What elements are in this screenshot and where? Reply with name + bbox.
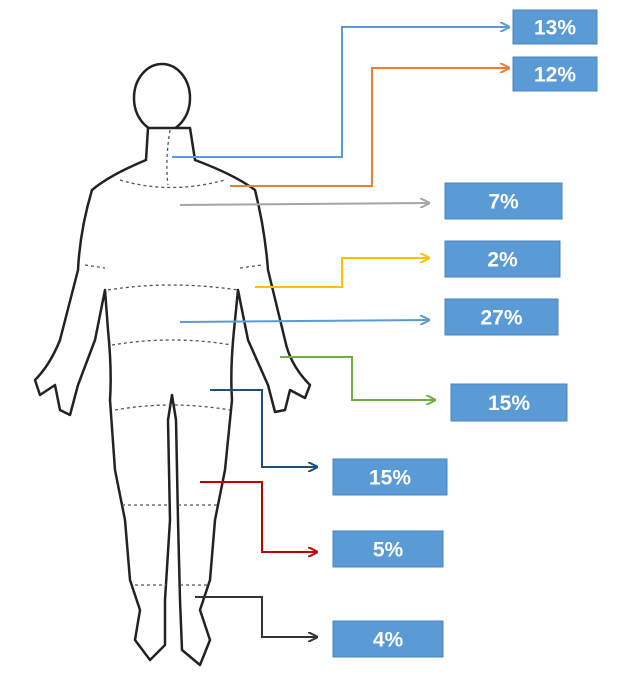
percent-box bbox=[450, 383, 568, 422]
percent-label: 15% bbox=[369, 467, 411, 490]
leader-arrow bbox=[179, 203, 428, 205]
leader-arrow bbox=[280, 356, 434, 400]
percent-label: 12% bbox=[534, 64, 576, 87]
leader-arrow bbox=[179, 320, 428, 322]
percent-label: 5% bbox=[373, 539, 404, 562]
leader-arrow bbox=[255, 258, 428, 288]
percent-box bbox=[512, 56, 598, 92]
body-outline bbox=[33, 62, 312, 667]
percent-label: 15% bbox=[488, 392, 530, 415]
leader-arrow bbox=[210, 389, 316, 467]
leader-arrow bbox=[195, 596, 316, 637]
percent-label: 27% bbox=[480, 307, 522, 330]
percent-label: 7% bbox=[488, 191, 519, 214]
percent-label: 2% bbox=[487, 249, 518, 272]
leader-arrow bbox=[200, 481, 316, 552]
leader-arrow bbox=[230, 68, 508, 187]
percent-box bbox=[332, 458, 448, 496]
percent-box bbox=[512, 9, 598, 45]
percent-box bbox=[444, 298, 559, 336]
percent-box bbox=[444, 182, 563, 220]
percent-label: 4% bbox=[373, 629, 404, 652]
percent-label: 13% bbox=[534, 17, 576, 40]
percent-box bbox=[332, 530, 444, 568]
percent-box bbox=[332, 620, 444, 658]
percent-box bbox=[444, 240, 561, 278]
leader-arrow bbox=[172, 27, 508, 158]
